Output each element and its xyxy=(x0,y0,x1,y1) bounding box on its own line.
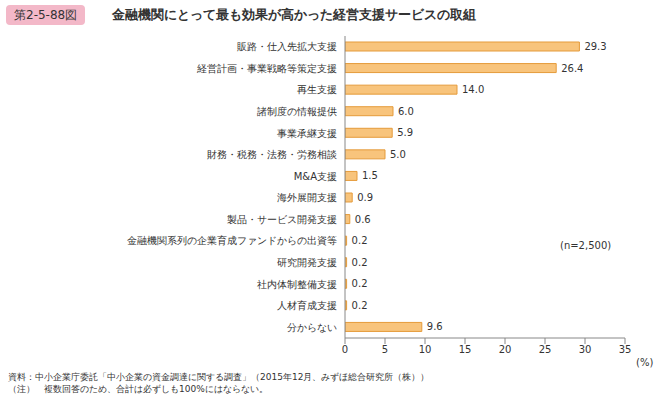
svg-text:製品・サービス開発支援: 製品・サービス開発支援 xyxy=(227,214,337,225)
svg-text:事業承継支援: 事業承継支援 xyxy=(277,128,337,139)
html-text:（注） 複数回答のため、合計は必ずしも100%にはならない。: （注） 複数回答のため、合計は必ずしも100%にはならない。 xyxy=(8,384,268,394)
svg-text:9.6: 9.6 xyxy=(427,321,443,332)
svg-text:5.0: 5.0 xyxy=(390,149,406,160)
svg-text:35: 35 xyxy=(619,344,632,355)
svg-text:0.2: 0.2 xyxy=(352,235,368,246)
svg-text:5: 5 xyxy=(382,344,388,355)
svg-text:15: 15 xyxy=(459,344,472,355)
svg-text:人材育成支援: 人材育成支援 xyxy=(277,300,337,311)
svg-text:20: 20 xyxy=(499,344,512,355)
svg-text:0.9: 0.9 xyxy=(357,192,373,203)
svg-text:29.3: 29.3 xyxy=(584,41,606,52)
html-text:第2-5-88図: 第2-5-88図 xyxy=(14,8,78,22)
svg-text:1.5: 1.5 xyxy=(362,170,378,181)
svg-text:10: 10 xyxy=(419,344,432,355)
svg-text:M&A支援: M&A支援 xyxy=(294,171,337,182)
html-text:資料：中小企業庁委託「中小企業の資金調達に関する調査」（20: 資料：中小企業庁委託「中小企業の資金調達に関する調査」（2015年12月、みずほ… xyxy=(8,372,430,382)
svg-text:14.0: 14.0 xyxy=(462,84,484,95)
svg-text:6.0: 6.0 xyxy=(398,106,414,117)
svg-text:海外展開支援: 海外展開支援 xyxy=(277,192,337,203)
html-text:(n=2,500): (n=2,500) xyxy=(560,240,612,251)
svg-text:0: 0 xyxy=(342,344,348,355)
svg-text:社内体制整備支援: 社内体制整備支援 xyxy=(257,279,337,290)
svg-text:再生支援: 再生支援 xyxy=(297,84,337,95)
svg-text:0.6: 0.6 xyxy=(355,214,371,225)
svg-text:0.2: 0.2 xyxy=(352,300,368,311)
svg-text:0.2: 0.2 xyxy=(352,257,368,268)
svg-text:経営計画・事業戦略等策定支援: 経営計画・事業戦略等策定支援 xyxy=(196,63,337,74)
svg-text:財務・税務・法務・労務相談: 財務・税務・法務・労務相談 xyxy=(207,149,337,160)
svg-text:販路・仕入先拡大支援: 販路・仕入先拡大支援 xyxy=(237,41,337,52)
svg-text:諸制度の情報提供: 諸制度の情報提供 xyxy=(257,106,337,117)
svg-text:26.4: 26.4 xyxy=(561,63,583,74)
svg-text:分からない: 分からない xyxy=(287,322,337,333)
svg-text:金融機関系列の企業育成ファンドからの出資等: 金融機関系列の企業育成ファンドからの出資等 xyxy=(127,235,337,246)
html-text:金融機関にとって最も効果が高かった経営支援サービスの取組: 金融機関にとって最も効果が高かった経営支援サービスの取組 xyxy=(112,7,476,22)
svg-text:30: 30 xyxy=(579,344,592,355)
svg-text:研究開発支援: 研究開発支援 xyxy=(277,257,337,268)
svg-text:25: 25 xyxy=(539,344,552,355)
svg-text:0.2: 0.2 xyxy=(352,278,368,289)
svg-text:5.9: 5.9 xyxy=(397,127,413,138)
